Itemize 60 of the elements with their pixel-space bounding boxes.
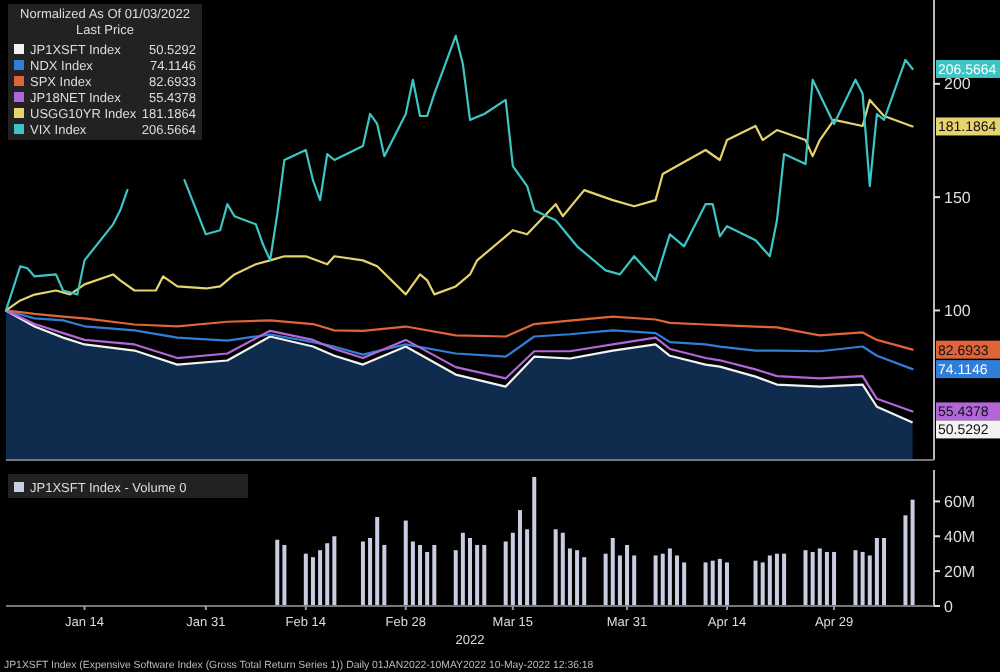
bar (503, 541, 508, 606)
bar (660, 553, 665, 606)
bar (482, 544, 487, 606)
bar (874, 538, 879, 606)
bar (703, 562, 708, 606)
bar (682, 562, 687, 606)
bar (360, 541, 365, 606)
y-tick-label: 200 (944, 75, 972, 94)
bar (675, 555, 680, 606)
bar (824, 551, 829, 606)
bar (375, 517, 380, 606)
bar (860, 551, 865, 606)
bar (625, 544, 630, 606)
bar (717, 558, 722, 606)
bar (767, 555, 772, 606)
bar (460, 532, 465, 606)
bar (832, 551, 837, 606)
y-tick-label: 40M (944, 527, 976, 546)
bar (275, 539, 280, 606)
bar (653, 555, 658, 606)
bar (667, 548, 672, 606)
y-tick-label: 0 (944, 597, 954, 616)
y-tick-label: 20M (944, 562, 976, 581)
bar (310, 557, 315, 606)
bar (803, 550, 808, 606)
bar (475, 544, 480, 606)
y-tick-label: 60M (944, 492, 976, 511)
y-tick-label: 150 (944, 188, 972, 207)
bar (853, 550, 858, 606)
line-series (4, 309, 914, 351)
bar (418, 544, 423, 606)
bar (560, 532, 565, 606)
bar (517, 510, 522, 606)
bar (332, 536, 337, 606)
bar (810, 551, 815, 606)
bar (303, 553, 308, 606)
bar (582, 557, 587, 606)
bar (325, 543, 330, 606)
bar (553, 529, 558, 606)
bar (817, 548, 822, 606)
bar (774, 553, 779, 606)
bar (782, 553, 787, 606)
bar (882, 538, 887, 606)
bar (724, 562, 729, 606)
bar (468, 538, 472, 606)
bar (403, 520, 408, 606)
line-series (4, 309, 914, 413)
bar (610, 538, 615, 606)
bar (318, 550, 323, 606)
y-tick-label: 100 (944, 302, 972, 321)
bar (425, 551, 430, 606)
bar (432, 544, 437, 606)
bar (710, 560, 715, 606)
bar (903, 515, 908, 606)
bar (753, 560, 758, 606)
bar (282, 544, 287, 606)
bar (532, 476, 537, 606)
bar (575, 550, 580, 606)
bar (760, 562, 765, 606)
bar (910, 499, 915, 606)
